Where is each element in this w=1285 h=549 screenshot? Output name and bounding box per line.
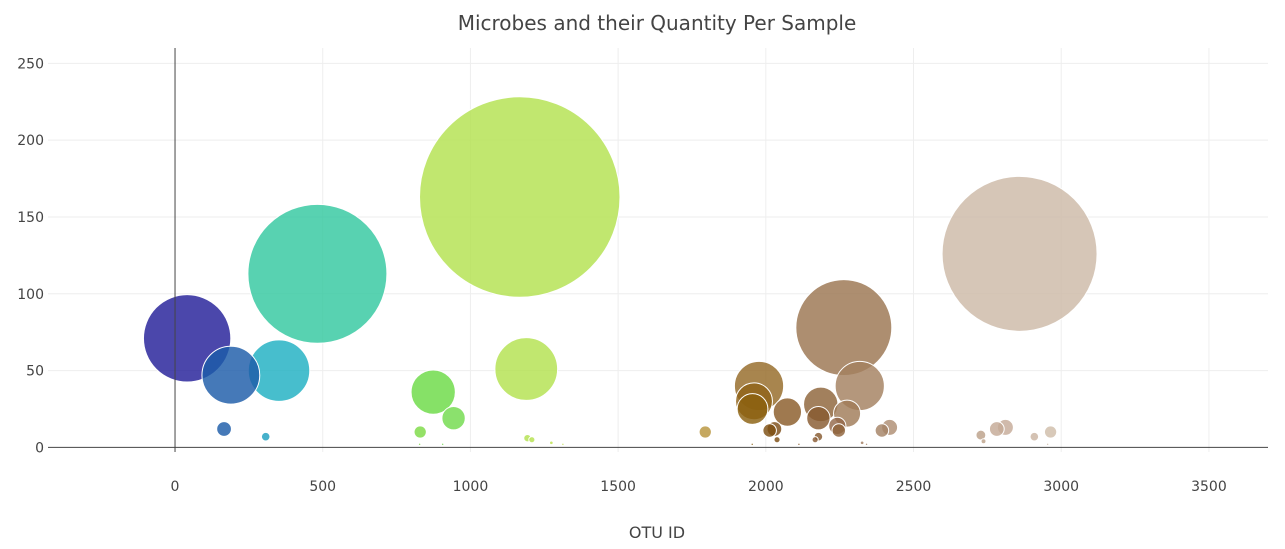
- data-bubble: [561, 442, 565, 447]
- data-bubble: [1045, 442, 1050, 447]
- data-bubble: [419, 96, 621, 298]
- y-tick-label: 50: [26, 364, 44, 380]
- data-bubble: [440, 442, 445, 447]
- x-tick-label: 1500: [600, 479, 636, 495]
- data-bubble: [413, 425, 427, 439]
- data-bubble: [247, 203, 388, 344]
- data-bubble: [941, 175, 1098, 332]
- x-tick-label: 3500: [1191, 479, 1227, 495]
- data-bubble: [549, 440, 554, 446]
- data-bubble: [988, 421, 1005, 437]
- data-bubble: [859, 440, 865, 446]
- y-tick-label: 0: [35, 440, 44, 456]
- data-bubble: [772, 397, 803, 427]
- x-axis-label: OTU ID: [629, 523, 685, 542]
- data-bubble: [260, 431, 271, 442]
- data-bubble: [762, 423, 777, 438]
- y-tick-label: 150: [17, 210, 44, 226]
- x-tick-label: 2000: [748, 479, 784, 495]
- data-bubble: [773, 436, 781, 444]
- data-bubble: [494, 337, 559, 401]
- data-bubble: [811, 436, 819, 444]
- x-tick-label: 0: [171, 479, 180, 495]
- data-bubble: [750, 442, 754, 447]
- x-tick-label: 1000: [453, 479, 489, 495]
- x-tick-label: 500: [309, 479, 336, 495]
- data-bubble: [528, 436, 536, 444]
- chart-title: Microbes and their Quantity Per Sample: [458, 11, 857, 35]
- data-bubble: [410, 369, 456, 415]
- data-bubble: [201, 345, 261, 405]
- data-bubble: [216, 421, 232, 437]
- data-bubble: [1043, 425, 1058, 439]
- x-tick-label: 2500: [896, 479, 932, 495]
- y-tick-label: 200: [17, 133, 44, 149]
- data-bubble: [980, 438, 987, 445]
- data-bubble: [417, 442, 422, 447]
- data-bubble: [698, 425, 712, 439]
- data-bubble: [806, 406, 831, 431]
- y-tick-label: 250: [17, 56, 44, 72]
- data-bubble: [864, 442, 869, 447]
- bubble-layer: [142, 96, 1098, 447]
- data-bubble: [874, 423, 890, 438]
- data-bubble: [831, 423, 847, 438]
- data-bubble: [795, 279, 893, 377]
- data-bubble: [441, 406, 466, 431]
- data-bubble: [736, 393, 769, 425]
- data-bubble: [797, 442, 801, 447]
- axis-layer: 0 500 1000 1500 2000 2500 3000 3500 0 50 100 150 200…: [17, 48, 1268, 495]
- x-tick-label: 3000: [1043, 479, 1079, 495]
- y-tick-label: 100: [17, 287, 44, 303]
- data-bubble: [1029, 431, 1040, 442]
